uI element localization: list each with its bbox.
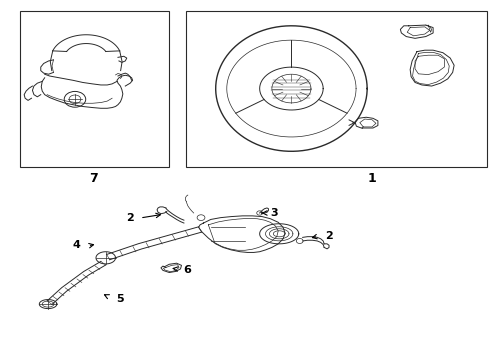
Text: 2: 2 — [126, 213, 134, 222]
Bar — [20, 12, 169, 167]
Text: 6: 6 — [183, 265, 191, 275]
Bar — [186, 12, 487, 167]
Text: 2: 2 — [325, 231, 333, 240]
Text: 5: 5 — [117, 294, 124, 304]
Text: 4: 4 — [73, 240, 80, 250]
Text: 7: 7 — [89, 172, 98, 185]
Text: 1: 1 — [368, 172, 376, 185]
Text: 3: 3 — [270, 208, 278, 218]
